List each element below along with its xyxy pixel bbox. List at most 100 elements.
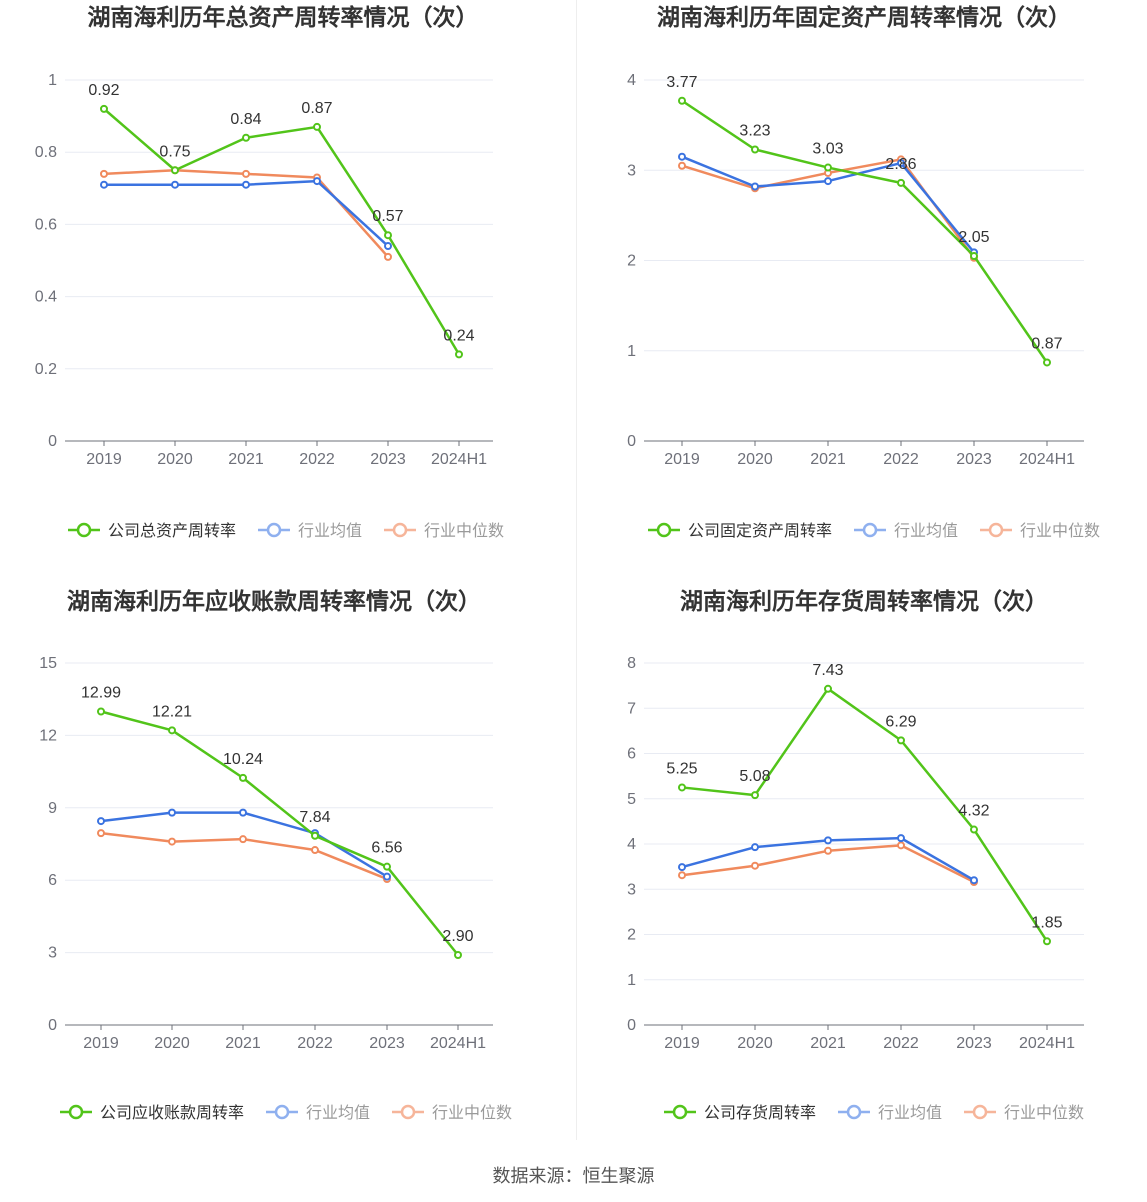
chart-total-asset-turnover: 湖南海利历年总资产周转率情况（次） 0 0.2 0.4 0.6 0.8 1 2019 2020 2… [0,0,574,580]
x-tick-label: 2022 [883,451,919,468]
y-tick-label: 12 [39,727,57,744]
y-tick-label: 0.6 [35,216,57,233]
data-point-0 [313,122,321,131]
data-point-0 [242,133,250,142]
data-point-2 [678,871,686,880]
data-point-0 [897,178,905,187]
x-tick-label: 2024H1 [430,1035,486,1052]
legend-marker-2 [972,1104,988,1120]
legend-label-0: 公司存货周转率 [704,1104,816,1122]
y-tick-label: 5 [627,791,636,808]
y-tick-label: 8 [627,655,636,672]
data-label: 0.84 [230,111,261,128]
data-point-2 [824,846,832,855]
data-label: 4.32 [958,803,989,820]
y-tick-label: 7 [627,700,636,717]
data-point-2 [100,169,108,178]
data-label: 7.84 [299,809,330,826]
data-label: 1.85 [1031,914,1062,931]
data-label: 3.23 [739,122,770,139]
data-point-0 [1043,937,1051,946]
data-point-0 [678,96,686,105]
legend-label-0: 公司总资产周转率 [108,522,236,540]
data-point-2 [678,161,686,170]
data-point-0 [824,163,832,172]
data-label: 10.24 [223,751,263,768]
y-tick-label: 4 [627,836,636,853]
y-tick-label: 0 [48,1017,57,1034]
chart-title: 湖南海利历年应收账款周转率情况（次） [67,588,481,614]
data-label: 12.99 [81,685,121,702]
data-point-2 [239,835,247,844]
chart-title: 湖南海利历年总资产周转率情况（次） [88,4,479,30]
y-tick-label: 0.4 [35,289,57,306]
data-point-0 [1043,358,1051,367]
chart-fixed-asset-turnover: 湖南海利历年固定资产周转率情况（次） 0 1 2 3 4 2019 2020 2021 2022 2… [576,0,1147,580]
data-label: 2.90 [442,928,473,945]
data-point-1 [678,863,686,872]
series-line-1 [100,811,388,878]
y-tick-label: 0 [48,433,57,450]
legend-marker-1 [862,522,878,538]
x-tick-label: 2024H1 [431,451,487,468]
data-point-1 [970,876,978,885]
data-point-0 [751,791,759,800]
legend-label-0: 公司应收账款周转率 [100,1103,244,1122]
data-label: 5.25 [666,760,697,777]
legend-marker-1 [274,1104,290,1120]
y-tick-label: 3 [627,881,636,898]
data-point-0 [97,707,105,716]
panel-divider [576,0,577,1140]
x-tick-label: 2023 [369,1035,405,1052]
data-label: 5.08 [739,768,770,785]
data-point-1 [313,177,321,186]
data-point-1 [239,808,247,817]
data-point-1 [678,152,686,161]
y-tick-label: 6 [627,746,636,763]
chart-title: 湖南海利历年固定资产周转率情况（次） [657,4,1071,30]
data-point-0 [171,166,179,175]
legend-label-2: 行业中位数 [1020,522,1100,540]
data-point-1 [897,834,905,843]
data-point-2 [751,861,759,870]
data-point-2 [168,837,176,846]
legend-marker-0 [68,1104,84,1120]
data-label: 0.87 [301,100,332,117]
y-tick-label: 15 [39,655,57,672]
data-point-0 [678,783,686,792]
legend-label-1: 行业均值 [894,522,958,540]
x-tick-label: 2023 [956,1035,992,1052]
data-point-1 [97,817,105,826]
data-point-1 [897,159,905,168]
x-tick-label: 2020 [737,451,773,468]
legend-marker-2 [988,522,1004,538]
data-point-0 [824,684,832,693]
data-label: 0.24 [443,327,474,344]
data-point-1 [751,182,759,191]
x-tick-label: 2019 [664,1035,700,1052]
data-point-2 [384,252,392,261]
x-tick-label: 2019 [86,451,122,468]
data-point-1 [171,180,179,189]
data-label: 12.21 [152,703,192,720]
data-point-2 [311,846,319,855]
chart1-svg: 湖南海利历年固定资产周转率情况（次） 0 1 2 3 4 2019 2020 2021 2022 2… [627,4,1100,540]
series-line-0 [103,107,461,355]
data-point-2 [242,169,250,178]
x-tick-label: 2022 [297,1035,333,1052]
data-point-1 [824,177,832,186]
data-point-1 [383,872,391,881]
data-point-2 [97,829,105,838]
y-tick-label: 0 [627,1017,636,1034]
x-tick-label: 2020 [154,1035,190,1052]
legend-label-2: 行业中位数 [432,1104,512,1122]
data-point-0 [100,104,108,113]
data-point-1 [242,180,250,189]
legend-label-0: 公司固定资产周转率 [688,522,832,540]
series-line-1 [104,179,389,247]
y-tick-label: 9 [48,800,57,817]
data-point-0 [897,736,905,745]
data-point-0 [168,726,176,735]
y-tick-label: 0.2 [35,361,57,378]
legend-marker-0 [672,1104,688,1120]
